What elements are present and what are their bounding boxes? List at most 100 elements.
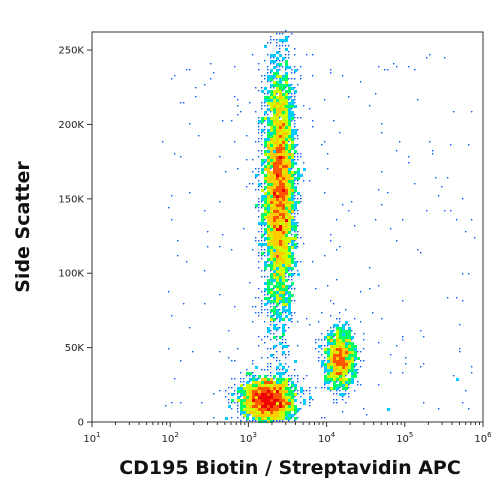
scatter-point [288,405,291,408]
scatter-point [330,372,333,375]
scatter-point [294,216,296,218]
scatter-point [258,180,260,182]
scatter-point [288,288,290,290]
scatter-point [276,171,279,174]
scatter-point [273,237,276,240]
scatter-point [237,387,240,390]
scatter-point [237,390,240,393]
scatter-point [237,114,239,116]
scatter-point [297,381,299,383]
scatter-point [273,132,276,135]
scatter-point [276,222,279,225]
scatter-point [330,354,333,357]
scatter-point [336,351,339,354]
scatter-point [267,327,270,330]
scatter-point [270,198,273,201]
scatter-point [426,57,428,59]
scatter-point [294,120,296,122]
scatter-point [264,93,266,95]
scatter-point [267,264,270,267]
scatter-point [279,243,282,246]
scatter-point [264,192,267,195]
scatter-point [288,135,291,138]
scatter-point [171,219,173,221]
scatter-point [276,270,279,273]
scatter-point [246,396,249,399]
scatter-point [351,339,353,341]
scatter-point [435,177,437,179]
scatter-point [291,252,294,255]
scatter-point [294,69,297,72]
scatter-point [330,345,333,348]
scatter-point [339,330,342,333]
scatter-point [264,96,267,99]
scatter-point [282,189,285,192]
scatter-point [288,297,291,300]
scatter-point [279,375,282,378]
scatter-point [270,258,273,261]
scatter-point [336,330,339,333]
scatter-point [291,78,293,80]
scatter-point [336,336,339,339]
scatter-point [339,312,341,314]
scatter-point [294,201,297,204]
scatter-point [285,294,287,296]
scatter-point [273,420,275,422]
scatter-point [258,384,261,387]
scatter-point [270,126,273,129]
scatter-point [255,87,257,89]
scatter-point [378,285,380,287]
scatter-point [249,375,251,377]
scatter-point [270,108,273,111]
scatter-point [339,327,342,330]
scatter-point [282,222,285,225]
scatter-point [258,417,261,420]
scatter-point [285,342,287,344]
scatter-point [264,387,267,390]
scatter-point [279,84,282,87]
scatter-point [279,327,281,329]
scatter-point [330,363,333,366]
scatter-point [264,291,266,293]
scatter-point [327,357,330,360]
scatter-point [270,42,272,44]
scatter-point [261,195,264,198]
scatter-point [279,246,282,249]
scatter-point [273,417,276,420]
scatter-point [249,282,251,284]
scatter-point [261,222,264,225]
scatter-point [384,69,386,71]
scatter-point [276,45,278,47]
scatter-point [288,414,291,417]
scatter-point [267,387,270,390]
scatter-point [333,360,336,363]
scatter-point [294,375,296,377]
scatter-point [273,171,276,174]
scatter-point [285,99,288,102]
scatter-point [267,228,270,231]
scatter-point [459,324,461,326]
scatter-point [270,195,273,198]
scatter-point [261,414,264,417]
scatter-point [288,300,291,303]
scatter-point [252,417,255,420]
scatter-point [333,375,336,378]
scatter-point [270,411,273,414]
scatter-point [264,111,267,114]
scatter-point [294,408,297,411]
scatter-point [279,378,282,381]
scatter-point [345,324,347,326]
scatter-point [264,261,267,264]
scatter-point [279,264,282,267]
scatter-point [279,420,281,422]
scatter-point [282,168,285,171]
scatter-point [246,375,248,377]
scatter-point [264,177,267,180]
scatter-point [279,207,282,210]
scatter-point [276,102,279,105]
scatter-point [276,39,278,41]
scatter-point [270,294,273,297]
scatter-point [258,132,260,134]
scatter-point [345,333,348,336]
scatter-point [288,387,291,390]
